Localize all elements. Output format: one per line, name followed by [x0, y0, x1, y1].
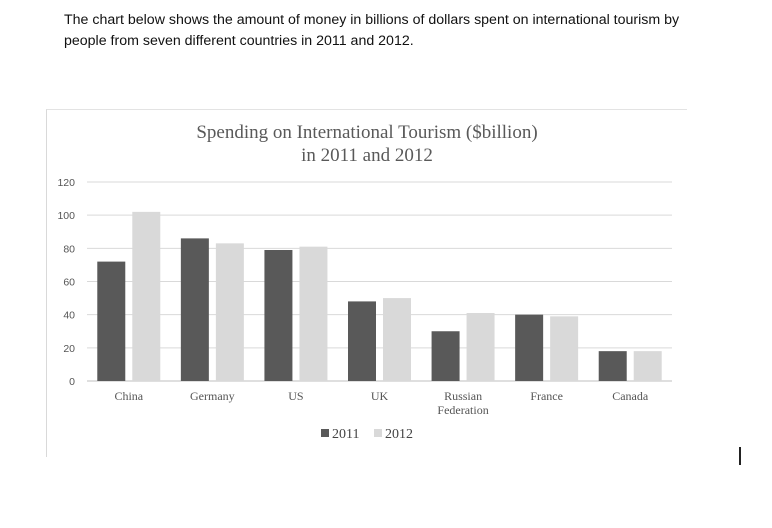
bar-2011-us: [264, 249, 293, 381]
chart-panel: Spending on International Tourism ($bill…: [46, 109, 687, 457]
gridlines: [87, 181, 672, 382]
x-category-label: Canada: [612, 389, 649, 403]
y-tick-label: 120: [57, 177, 75, 189]
bar-2011-russian-federation: [431, 331, 460, 381]
bar-2011-uk: [348, 301, 376, 381]
y-tick-label: 100: [57, 210, 75, 222]
bar-chart: Spending on International Tourism ($bill…: [57, 122, 672, 442]
bar-2012-china: [132, 211, 161, 381]
x-category-label: Federation: [437, 403, 488, 417]
x-category-label: China: [114, 389, 143, 403]
text-cursor-icon: [739, 447, 741, 465]
legend: 2011 2012: [321, 427, 413, 442]
x-category-label: Russian: [444, 389, 482, 403]
chart-title: Spending on International Tourism ($bill…: [196, 122, 537, 166]
y-tick-label: 0: [69, 376, 75, 388]
x-category-label: France: [530, 389, 563, 403]
bar-2012-france: [550, 316, 579, 381]
bar-2012-russian-federation: [466, 313, 495, 381]
bar-2012-us: [299, 246, 328, 381]
bar-2012-germany: [215, 243, 244, 381]
y-tick-label: 40: [63, 310, 75, 322]
legend-label-2012: 2012: [385, 427, 413, 442]
legend-swatch-2011: [321, 429, 329, 437]
bar-2011-germany: [180, 238, 209, 381]
legend-swatch-2012: [374, 429, 382, 437]
chart-description: The chart below shows the amount of mone…: [64, 12, 680, 49]
bar-2011-canada: [598, 351, 627, 381]
x-category-label: Germany: [190, 389, 235, 403]
bar-2011-china: [97, 261, 126, 381]
legend-label-2011: 2011: [332, 427, 359, 442]
bar-2011-france: [515, 314, 544, 381]
bars: [97, 211, 662, 381]
chart-title-line: in 2011 and 2012: [301, 145, 433, 166]
y-tick-label: 20: [63, 343, 75, 355]
bar-2012-canada: [633, 351, 662, 381]
y-tick-label: 80: [63, 243, 75, 255]
x-category-label: US: [288, 389, 303, 403]
bar-2012-uk: [383, 298, 411, 381]
y-tick-label: 60: [63, 277, 75, 289]
y-axis-ticks: 0 20 40 60 80 100 120: [57, 177, 75, 388]
x-category-label: UK: [371, 389, 389, 403]
chart-title-line: Spending on International Tourism ($bill…: [196, 122, 537, 143]
